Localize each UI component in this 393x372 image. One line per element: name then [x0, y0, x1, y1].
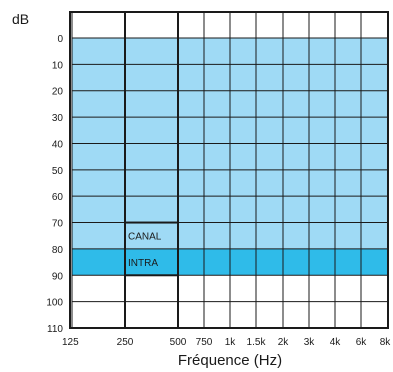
x-tick-label: 1.5k	[247, 337, 267, 348]
x-tick-label: 1k	[225, 337, 237, 348]
y-tick-label: 10	[52, 60, 64, 71]
x-tick-label: 6k	[356, 337, 368, 348]
x-tick-label: 8k	[380, 337, 392, 348]
x-tick-label: 125	[62, 337, 79, 348]
y-tick-label: 30	[52, 113, 64, 124]
y-tick-label: 110	[47, 324, 63, 335]
x-tick-label: 250	[117, 337, 134, 348]
grid-layer	[71, 11, 389, 329]
y-tick-label: 40	[52, 139, 64, 150]
plot-frame	[69, 11, 389, 329]
x-tick-label: 500	[170, 337, 187, 348]
x-tick-label: 750	[196, 337, 213, 348]
y-tick-label: 90	[52, 271, 64, 282]
y-tick-label: 80	[52, 245, 64, 256]
y-tick-label: 0	[57, 34, 63, 45]
y-tick-label: 100	[46, 298, 63, 309]
x-tick-labels: 125 250 500 750 1k 1.5k 2k 3k 4k 6k 8k	[62, 337, 391, 348]
y-tick-labels: 0 10 20 30 40 50 60 70 80 90 100 110	[46, 34, 63, 335]
x-axis-label: Fréquence (Hz)	[178, 352, 282, 369]
x-tick-label: 4k	[330, 337, 342, 348]
y-tick-label: 50	[52, 166, 64, 177]
y-tick-label: 20	[52, 87, 64, 98]
annotations: CANAL INTRA	[128, 232, 162, 269]
x-tick-label: 3k	[304, 337, 316, 348]
y-tick-label: 70	[52, 219, 64, 230]
y-axis-label: dB	[12, 11, 29, 27]
annotation-intra: INTRA	[128, 258, 158, 269]
y-tick-label: 60	[52, 192, 64, 203]
x-tick-label: 2k	[278, 337, 290, 348]
annotation-canal: CANAL	[128, 232, 162, 243]
